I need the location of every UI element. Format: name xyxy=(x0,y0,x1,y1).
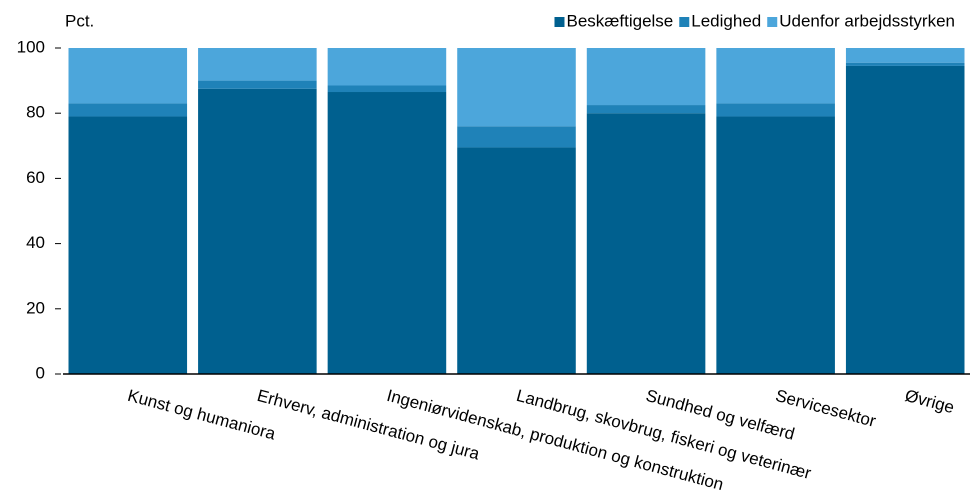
bar-segment xyxy=(327,85,447,93)
bar-segment xyxy=(68,103,188,117)
x-tick-label: Øvrige xyxy=(903,386,956,417)
legend-swatch xyxy=(767,17,778,27)
bar-segment xyxy=(845,62,965,66)
y-tick-label: 100 xyxy=(17,37,45,56)
bar-segment xyxy=(716,48,835,104)
bar-segment xyxy=(198,48,317,81)
y-tick-label: 20 xyxy=(26,298,45,317)
bar-segment xyxy=(198,88,317,374)
bar-segment xyxy=(845,48,965,63)
y-axis-label: Pct. xyxy=(65,11,94,30)
bar-segment xyxy=(68,116,188,375)
legend-swatch xyxy=(554,17,565,27)
x-tick-label: Kunst og humaniora xyxy=(126,386,278,444)
bar-segment xyxy=(457,48,576,127)
bar-segment xyxy=(327,92,447,374)
y-tick-label: 60 xyxy=(26,168,45,187)
bar-segment xyxy=(586,105,706,114)
bar-segment xyxy=(68,48,188,104)
x-tick-label: Erhverv, administration og jura xyxy=(255,386,482,464)
bar-segment xyxy=(586,48,706,106)
bar-segment xyxy=(198,80,317,89)
legend-label: Udenfor arbejdsstyrken xyxy=(779,11,955,30)
legend-label: Beskæftigelse xyxy=(566,11,673,30)
y-tick-label: 80 xyxy=(26,103,45,122)
bar-segment xyxy=(457,126,576,148)
bar-segment xyxy=(327,48,447,86)
bar-segment xyxy=(845,65,965,375)
bar-segment xyxy=(716,116,835,375)
y-tick-label: 0 xyxy=(36,363,45,382)
y-tick-label: 40 xyxy=(26,233,45,252)
legend-swatch xyxy=(679,17,690,27)
legend-label: Ledighed xyxy=(691,11,761,30)
bar-segment xyxy=(716,103,835,117)
bar-segment xyxy=(586,113,706,374)
bar-segment xyxy=(457,147,576,374)
